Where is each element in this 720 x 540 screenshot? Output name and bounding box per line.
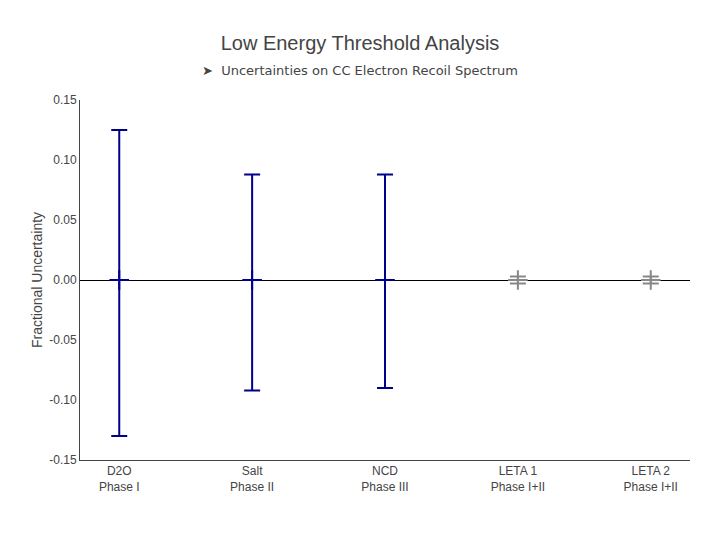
svg-text:LETA 1Phase I+II: LETA 1Phase I+II xyxy=(491,464,545,494)
svg-text:-0.15: -0.15 xyxy=(49,453,77,467)
svg-text:SaltPhase II: SaltPhase II xyxy=(230,464,274,494)
svg-text:-0.05: -0.05 xyxy=(49,333,77,347)
svg-text:NCDPhase III: NCDPhase III xyxy=(361,464,408,494)
svg-text:Fractional Uncertainty: Fractional Uncertainty xyxy=(29,212,45,348)
svg-text:-0.10: -0.10 xyxy=(49,393,77,407)
svg-text:➤ Uncertainties on CC Electro: ➤ Uncertainties on CC Electron Recoil Sp… xyxy=(202,63,518,78)
svg-text:0.10: 0.10 xyxy=(53,153,77,167)
svg-text:D2OPhase I: D2OPhase I xyxy=(99,464,140,494)
svg-text:0.15: 0.15 xyxy=(53,93,77,107)
svg-text:0.00: 0.00 xyxy=(53,273,77,287)
svg-text:0.05: 0.05 xyxy=(53,213,77,227)
svg-text:Low Energy Threshold Analysis: Low Energy Threshold Analysis xyxy=(221,32,500,54)
svg-text:LETA 2Phase I+II: LETA 2Phase I+II xyxy=(624,464,678,494)
